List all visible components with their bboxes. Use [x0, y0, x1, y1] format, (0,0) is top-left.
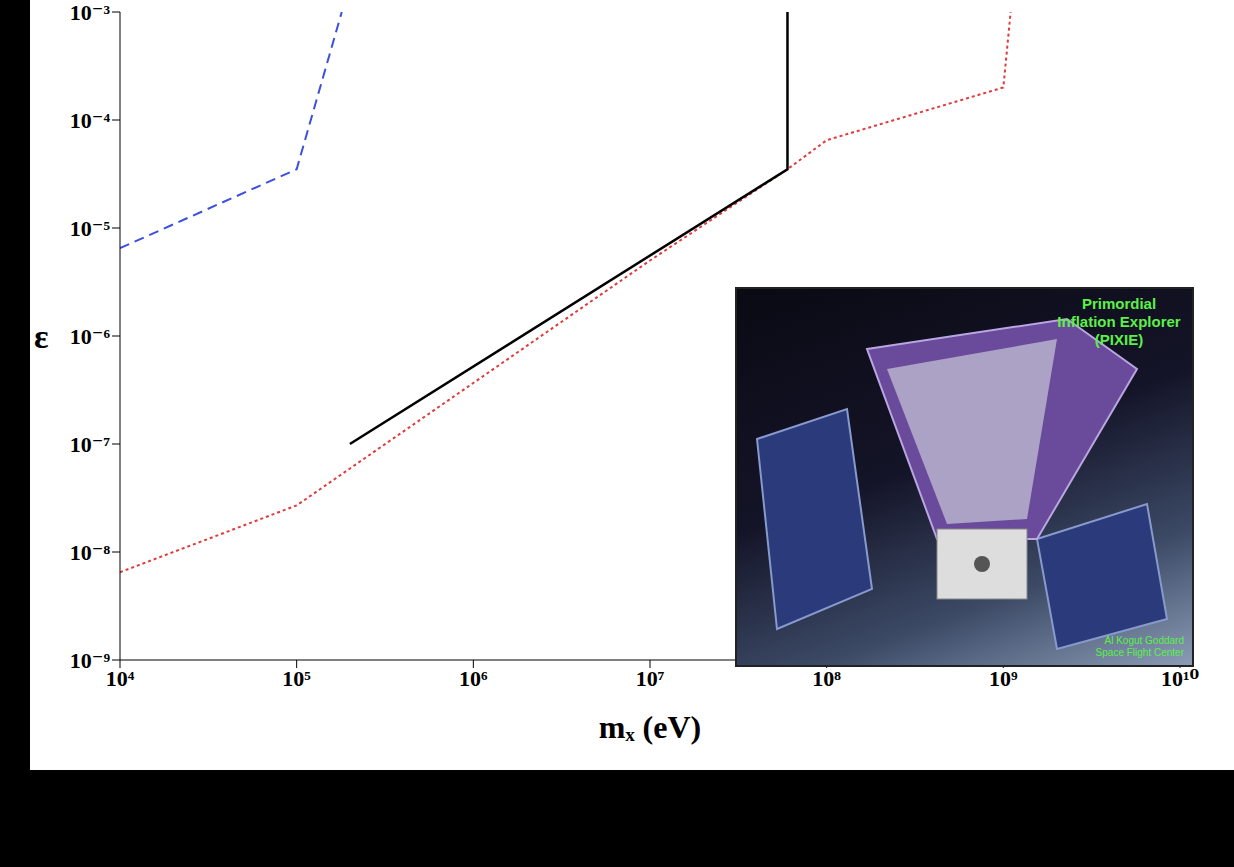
svg-text:10¹⁰: 10¹⁰: [1161, 666, 1200, 691]
svg-text:10⁸: 10⁸: [812, 666, 841, 691]
svg-text:10⁻⁶: 10⁻⁶: [70, 324, 111, 349]
svg-text:10⁻⁴: 10⁻⁴: [70, 108, 111, 133]
svg-text:10⁴: 10⁴: [106, 666, 135, 691]
svg-text:mₓ (eV): mₓ (eV): [599, 709, 701, 745]
svg-text:10⁻⁹: 10⁻⁹: [70, 648, 111, 673]
html-text:Al Kogut Goddard Space Flight: Al Kogut Goddard Space Flight Center: [1095, 635, 1184, 658]
svg-text:10⁵: 10⁵: [282, 666, 311, 691]
svg-text:10⁻³: 10⁻³: [70, 0, 111, 25]
svg-text:10⁹: 10⁹: [989, 666, 1018, 691]
svg-text:10⁻⁷: 10⁻⁷: [70, 432, 111, 457]
svg-text:10⁻⁸: 10⁻⁸: [70, 540, 111, 565]
svg-text:10⁻⁵: 10⁻⁵: [70, 216, 111, 241]
html-text:Primordial Inflation Explorer: Primordial Inflation Explorer (PIXIE): [1057, 295, 1181, 348]
svg-text:10⁷: 10⁷: [636, 666, 665, 691]
svg-text:10⁶: 10⁶: [459, 666, 488, 691]
svg-text:ε: ε: [34, 318, 49, 355]
